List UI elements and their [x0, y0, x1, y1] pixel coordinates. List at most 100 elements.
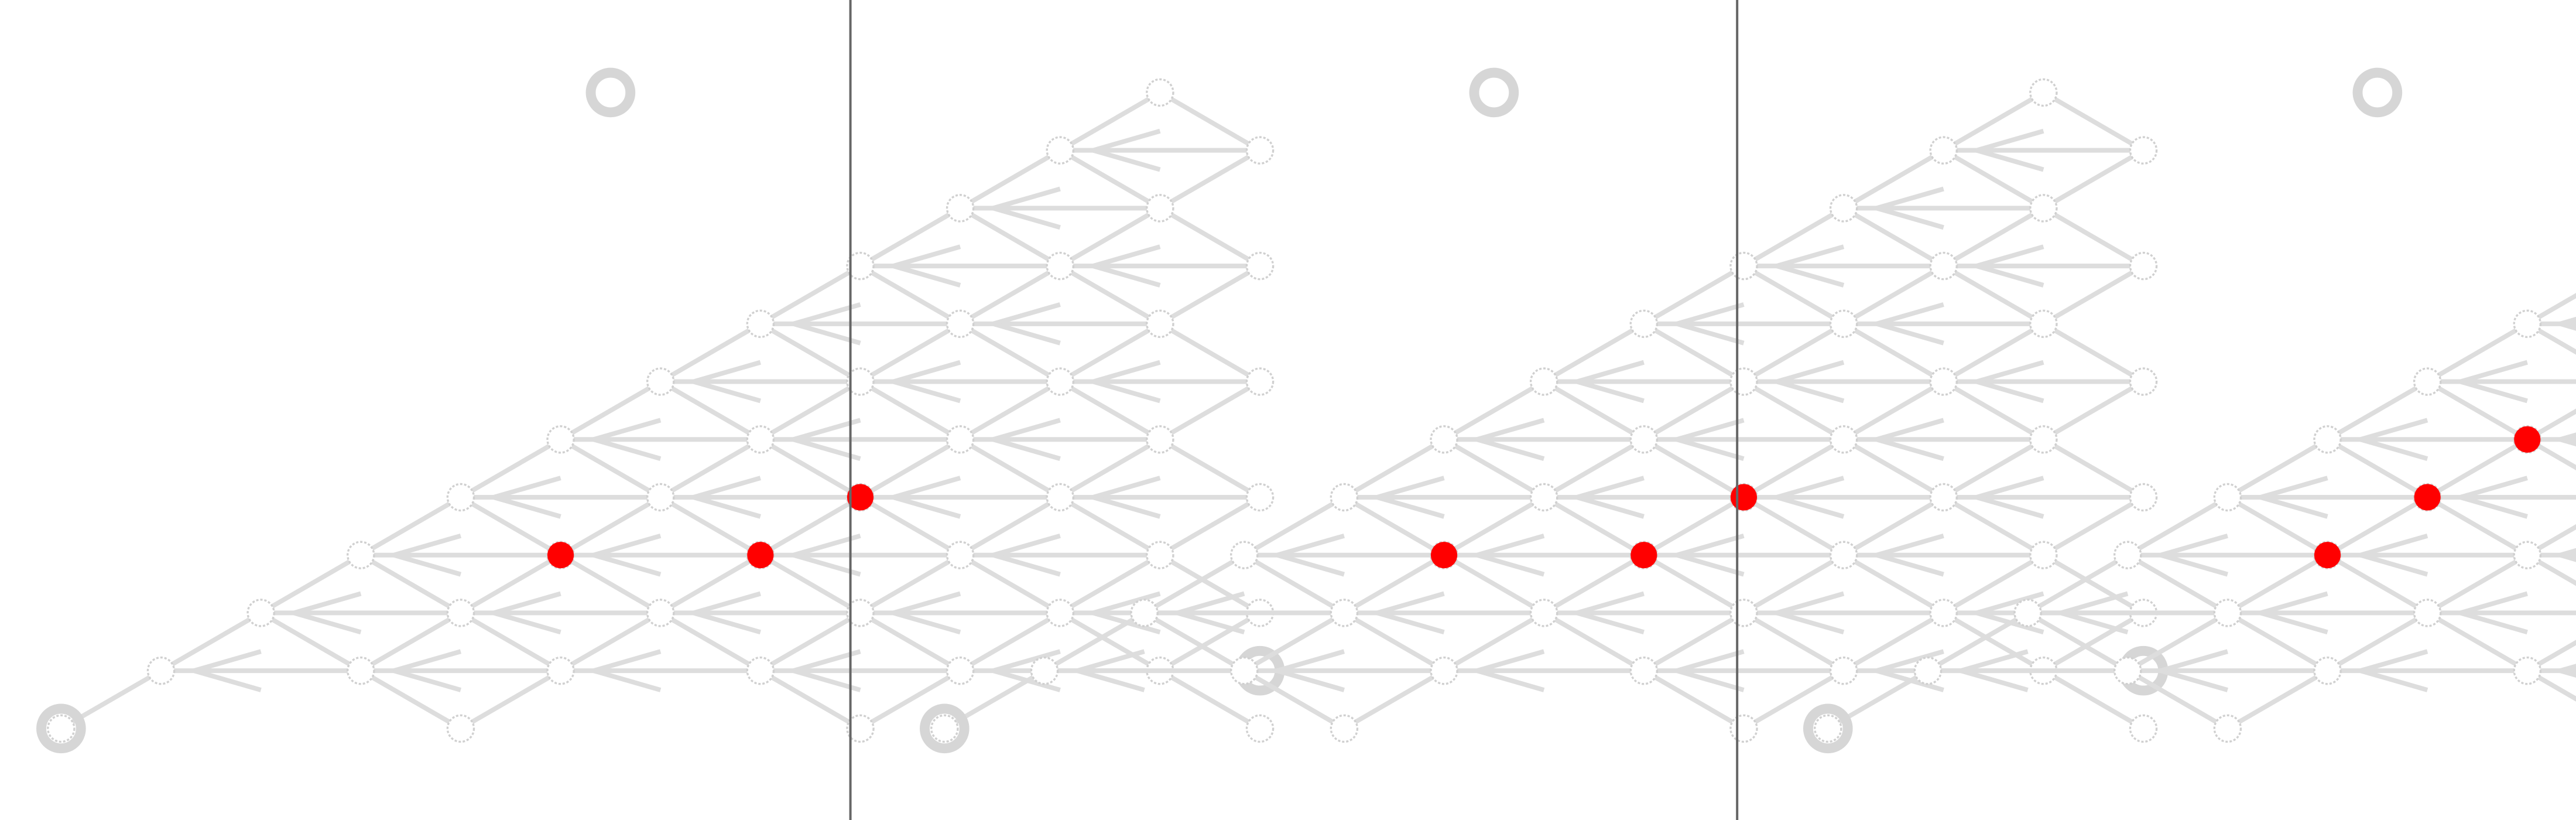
lattice-edge	[2459, 610, 2528, 635]
lattice-edge	[559, 495, 662, 558]
lattice-edge	[2560, 668, 2576, 678]
lattice-nodes	[1814, 309, 2542, 743]
lattice-edge	[1159, 380, 1262, 442]
lattice-edge	[992, 418, 1061, 442]
lattice-edge	[1059, 148, 1162, 210]
lattice-edge	[892, 495, 961, 519]
lattice-edge	[793, 437, 861, 462]
highlighted-node	[1630, 542, 1657, 569]
lattice-edge	[2226, 495, 2329, 558]
lattice-edge	[393, 533, 462, 558]
lattice-edge	[293, 591, 362, 616]
lattice-node	[1729, 251, 1758, 281]
lattice-node	[1330, 483, 1359, 512]
lattice-edge	[1876, 186, 1944, 211]
lattice-edge	[1642, 668, 1745, 731]
corner-nodes	[1803, 67, 2403, 754]
lattice-edge	[1342, 610, 1445, 673]
lattice-edge	[359, 553, 462, 615]
lattice-edge	[1476, 418, 1545, 442]
lattice-edge	[1975, 476, 2044, 500]
lattice-edge	[1960, 668, 2029, 692]
lattice-edge	[2126, 610, 2229, 673]
lattice-edge	[493, 591, 561, 616]
lattice-edge	[1576, 591, 1645, 616]
lattice-edge	[1742, 610, 1845, 673]
lattice-edge	[1543, 322, 1645, 384]
lattice-edge	[1842, 495, 1945, 558]
lattice-edge	[1975, 244, 2044, 268]
lattice-edge	[1543, 553, 1645, 615]
lattice-edge	[2326, 495, 2429, 558]
lattice-edge	[1876, 418, 1944, 442]
lattice-edge	[1159, 206, 1262, 268]
lattice-node	[2513, 309, 2542, 339]
lattice-node	[1430, 656, 1458, 685]
lattice-edge	[2260, 591, 2328, 616]
lattice-edge	[1543, 495, 1645, 558]
lattice-edge	[1742, 206, 1845, 268]
lattice-edge	[693, 495, 761, 519]
lattice-edge	[1276, 649, 1345, 673]
panel-2	[920, 67, 2169, 754]
lattice-edge	[1176, 610, 1245, 635]
lattice-edge	[1159, 148, 1262, 210]
highlighted-node	[747, 542, 774, 569]
lattice-edge	[259, 553, 362, 615]
lattice-edge	[2526, 640, 2576, 673]
lattice-edge	[1059, 264, 1162, 326]
lattice-node	[546, 656, 575, 685]
lattice-node	[1229, 656, 1259, 685]
highlighted-nodes	[2314, 426, 2541, 569]
lattice-edge	[992, 552, 1061, 577]
lattice-edge	[959, 264, 1061, 326]
lattice-edge	[1776, 360, 1845, 384]
lattice-edge	[1676, 533, 1745, 558]
lattice-node	[1929, 136, 1958, 165]
lattice-edge	[359, 668, 462, 731]
lattice-edge	[1975, 360, 2044, 384]
lattice-edge	[1092, 591, 1161, 616]
lattice-edge	[892, 379, 961, 404]
lattice-edge	[2160, 533, 2228, 558]
lattice-node	[1929, 367, 1958, 396]
lattice-edge	[1742, 495, 1845, 558]
lattice-edge	[2260, 495, 2328, 519]
lattice-node	[846, 714, 875, 743]
lattice-edge	[1676, 321, 1745, 346]
lattice-edges	[1827, 293, 2576, 731]
lattice-node	[946, 425, 975, 454]
lattice-node	[2029, 78, 2058, 107]
lattice-edge	[1276, 552, 1345, 577]
lattice-edge	[859, 553, 962, 615]
lattice-edge	[2126, 553, 2229, 615]
lattice-edge	[992, 186, 1061, 211]
lattice-edge	[959, 495, 1061, 558]
lattice-node	[1146, 78, 1174, 107]
lattice-node	[846, 367, 875, 396]
lattice-edge	[1176, 591, 1245, 616]
lattice-node	[2213, 714, 2242, 743]
lattice-edge	[659, 437, 762, 500]
lattice-edge	[1092, 244, 1161, 268]
lattice-edge	[1576, 610, 1645, 635]
lattice-edge	[1159, 495, 1262, 558]
lattice-edge	[2359, 668, 2428, 692]
lattice-edge	[1942, 437, 2045, 500]
lattice-edge	[892, 591, 961, 616]
lattice-node	[2129, 714, 2158, 743]
lattice-edge	[1077, 668, 1145, 692]
lattice-edge	[1876, 437, 1944, 462]
lattice-edge	[1059, 495, 1162, 558]
lattice-edge	[393, 649, 462, 673]
lattice-edge	[1476, 552, 1545, 577]
lattice-node	[1146, 194, 1174, 223]
lattice-edge	[992, 649, 1061, 673]
lattice-edge	[892, 360, 961, 384]
lattice-edge	[1842, 264, 1945, 326]
lattice-edge	[159, 610, 262, 673]
lattice-node	[1829, 425, 1858, 454]
lattice-edge	[2326, 553, 2429, 615]
lattice-node	[2029, 309, 2058, 339]
